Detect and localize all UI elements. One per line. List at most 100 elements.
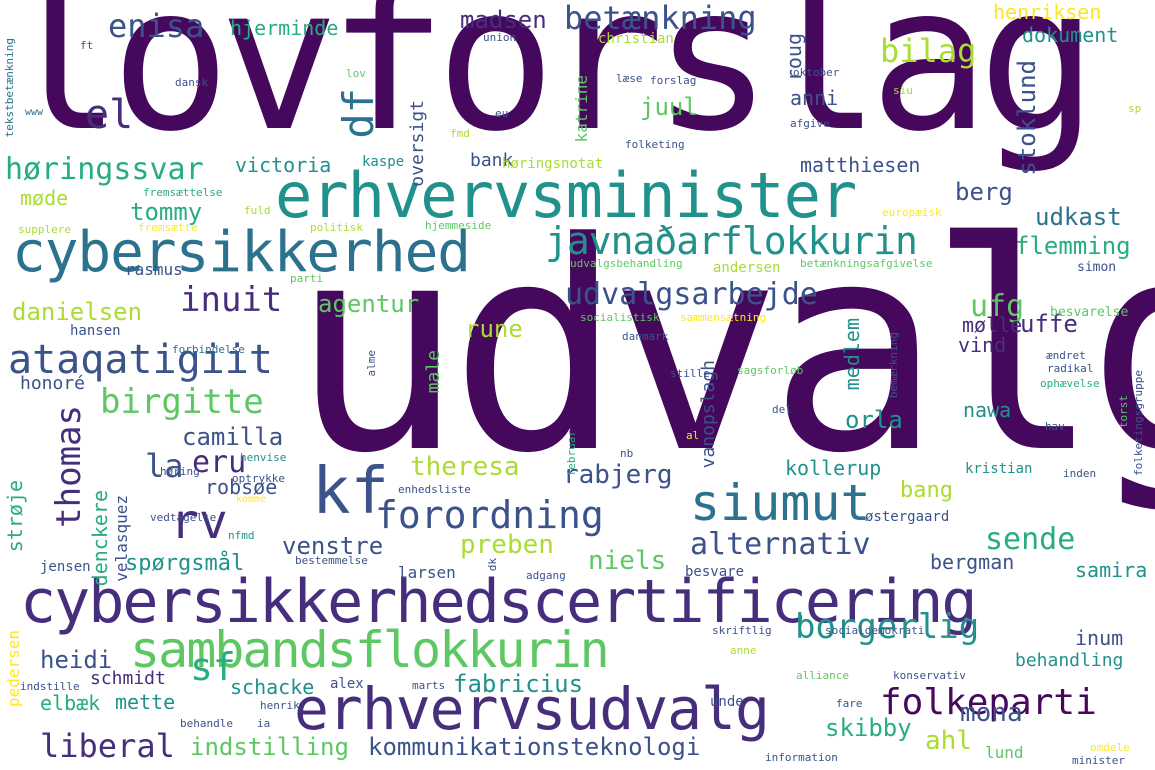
word-anne: anne bbox=[730, 644, 757, 657]
word-moede: møde bbox=[20, 186, 69, 210]
word-betaenkningsafgivelse: betænkningsafgivelse bbox=[800, 257, 933, 270]
word-sambandsflokkurin: sambandsflokkurin bbox=[130, 621, 610, 679]
word-behandling: behandling bbox=[1015, 650, 1124, 671]
word-elbaek: elbæk bbox=[40, 691, 101, 715]
word-bank: bank bbox=[470, 150, 514, 171]
word-optrykke: optrykke bbox=[232, 472, 285, 485]
word-kommunikationsteknologi: kommunikationsteknologi bbox=[368, 733, 701, 761]
word-februar: februar bbox=[565, 430, 578, 477]
word-radikal: radikal bbox=[1047, 362, 1094, 375]
word-udkast: udkast bbox=[1035, 203, 1122, 231]
word-liberal: liberal bbox=[40, 727, 175, 765]
word-borgerlig: borgerlig bbox=[795, 607, 980, 647]
word-kollerup: kollerup bbox=[785, 456, 882, 480]
word-minister: minister bbox=[1072, 754, 1125, 767]
word-omdele: omdele bbox=[1090, 741, 1130, 754]
word-rabjerg: rabjerg bbox=[563, 460, 673, 490]
word-df: df bbox=[334, 88, 383, 139]
word-hansen: hansen bbox=[70, 323, 121, 339]
word-socialistisk: socialistisk bbox=[580, 311, 660, 324]
word-alme: alme bbox=[365, 350, 378, 377]
word-inuit: inuit bbox=[180, 280, 283, 320]
word-schmidt: schmidt bbox=[90, 668, 166, 689]
word-mette: mette bbox=[115, 690, 176, 714]
word-spoergsmaal: spørgsmål bbox=[125, 551, 245, 576]
word-juul: juul bbox=[640, 93, 698, 121]
word-matthiesen: matthiesen bbox=[800, 153, 921, 177]
word-robsoe: robsøe bbox=[205, 475, 278, 499]
word-udvalg: udvalg bbox=[290, 181, 1155, 516]
word-jensen: jensen bbox=[40, 559, 91, 575]
word-camilla: camilla bbox=[182, 423, 284, 451]
word-sende: sende bbox=[985, 522, 1076, 557]
word-siu: siu bbox=[893, 84, 913, 97]
word-forslag: forslag bbox=[650, 74, 697, 87]
word-oestergaard: østergaard bbox=[865, 509, 950, 525]
word-adgang: adgang bbox=[526, 569, 566, 582]
word-pedersen: pedersen bbox=[4, 630, 23, 708]
word-henvise: henvise bbox=[240, 451, 287, 464]
word-union: union bbox=[483, 31, 517, 44]
word-unde: unde bbox=[710, 694, 744, 710]
word-cybersikkerhedscertificering: cybersikkerhedscertificering bbox=[20, 567, 977, 637]
word-preben: preben bbox=[460, 530, 554, 560]
word-aendret: ændret bbox=[1046, 349, 1086, 362]
word-eru: eru bbox=[192, 445, 247, 480]
word-oversigt: oversigt bbox=[407, 100, 428, 187]
word-horingssvar: høringssvar bbox=[5, 152, 204, 187]
word-ia: ia bbox=[257, 717, 271, 730]
word-hoering: høring bbox=[160, 465, 200, 478]
word-enisa: enisa bbox=[108, 7, 205, 45]
word-madsen: madsen bbox=[460, 6, 547, 34]
word-berg: berg bbox=[955, 178, 1013, 206]
word-forordning: forordning bbox=[375, 493, 604, 537]
word-folketing: folketing bbox=[625, 138, 685, 151]
word-socialdemokrati: socialdemokrati bbox=[825, 624, 925, 637]
word-eu: eu bbox=[495, 107, 509, 120]
word-orla: orla bbox=[845, 406, 903, 434]
word-parti: parti bbox=[290, 272, 324, 285]
word-simon: simon bbox=[1077, 260, 1117, 275]
word-birgitte: birgitte bbox=[100, 382, 264, 422]
word-danmark: danmark bbox=[622, 330, 669, 343]
word-nawa: nawa bbox=[963, 398, 1012, 422]
word-erhvervsudvalg: erhvervsudvalg bbox=[294, 675, 770, 743]
word-oktober: oktober bbox=[793, 66, 840, 79]
word-flemming: flemming bbox=[1015, 232, 1131, 260]
word-al: al bbox=[686, 429, 700, 442]
word-udvalgsbehandling: udvalgsbehandling bbox=[570, 257, 683, 270]
word-kf: kf bbox=[312, 455, 390, 529]
word-honore: honoré bbox=[20, 373, 86, 394]
word-enhedsliste: enhedsliste bbox=[398, 483, 471, 496]
word-nb: nb bbox=[620, 447, 634, 460]
word-bestemmelse: bestemmelse bbox=[295, 554, 368, 567]
word-lund: lund bbox=[985, 743, 1024, 762]
word-besvare: besvare bbox=[685, 564, 745, 580]
word-fabricius: fabricius bbox=[453, 670, 584, 698]
word-dansk: dansk bbox=[175, 76, 209, 89]
word-larsen: larsen bbox=[398, 563, 456, 582]
word-skriftlig: skriftlig bbox=[712, 624, 772, 637]
word-male: male bbox=[423, 350, 444, 394]
word-rasmus: rasmus bbox=[125, 260, 183, 279]
word-horingsnotat: høringsnotat bbox=[502, 156, 604, 172]
word-christian: christian bbox=[598, 31, 674, 47]
word-skibby: skibby bbox=[825, 714, 912, 742]
word-ufg: ufg bbox=[970, 289, 1025, 324]
word-kristian: kristian bbox=[965, 461, 1033, 477]
word-politisk: politisk bbox=[310, 221, 363, 234]
word-tekstbetaenkning: tekstbetænkning bbox=[3, 38, 16, 138]
word-inum: inum bbox=[1075, 626, 1124, 650]
word-lov: lov bbox=[346, 67, 366, 80]
word-ft: ft bbox=[80, 39, 94, 52]
word-sp: sp bbox=[1128, 102, 1142, 115]
word-konservativ: konservativ bbox=[893, 669, 966, 682]
word-cybersikkerhed: cybersikkerhed bbox=[12, 220, 471, 285]
word-komme: komme bbox=[236, 494, 267, 505]
word-supplere: supplere bbox=[18, 223, 71, 236]
word-henriksen: henriksen bbox=[993, 0, 1102, 24]
word-ahl: ahl bbox=[925, 726, 972, 756]
word-marts: marts bbox=[412, 679, 446, 692]
word-kaspe: kaspe bbox=[362, 154, 405, 170]
word-niels: niels bbox=[588, 546, 667, 576]
